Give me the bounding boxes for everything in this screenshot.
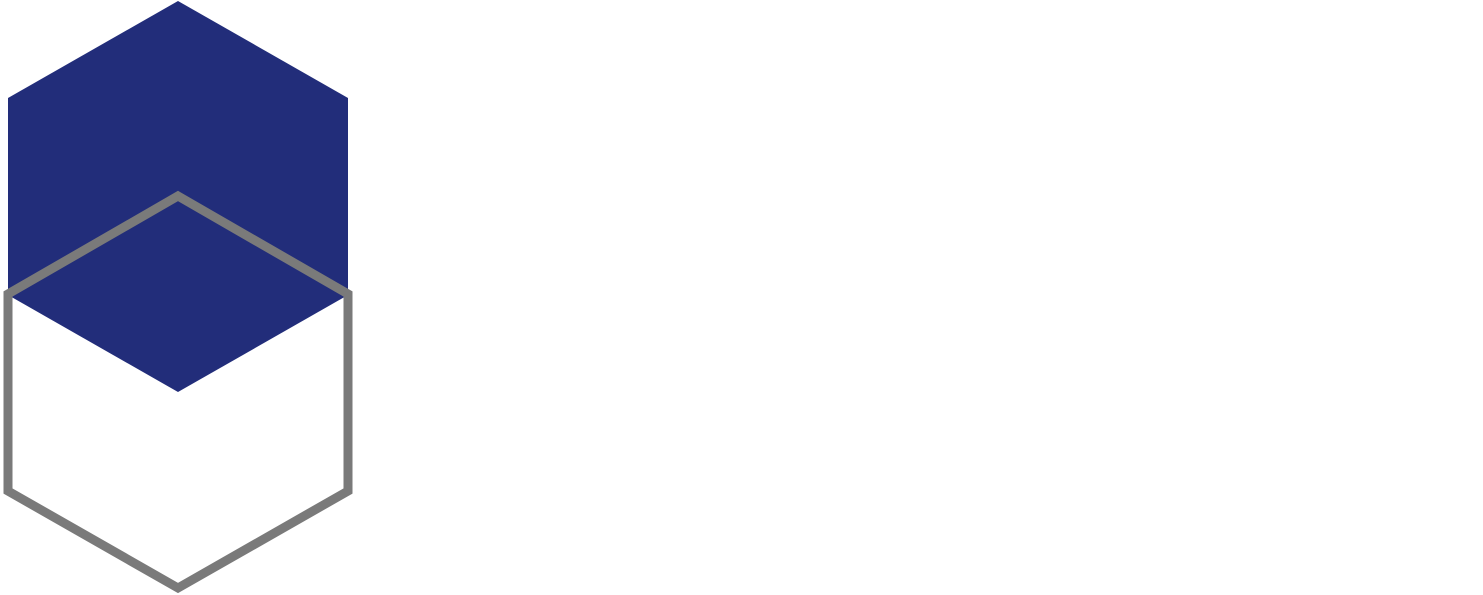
- outline-hexagon-shape: [3, 190, 353, 594]
